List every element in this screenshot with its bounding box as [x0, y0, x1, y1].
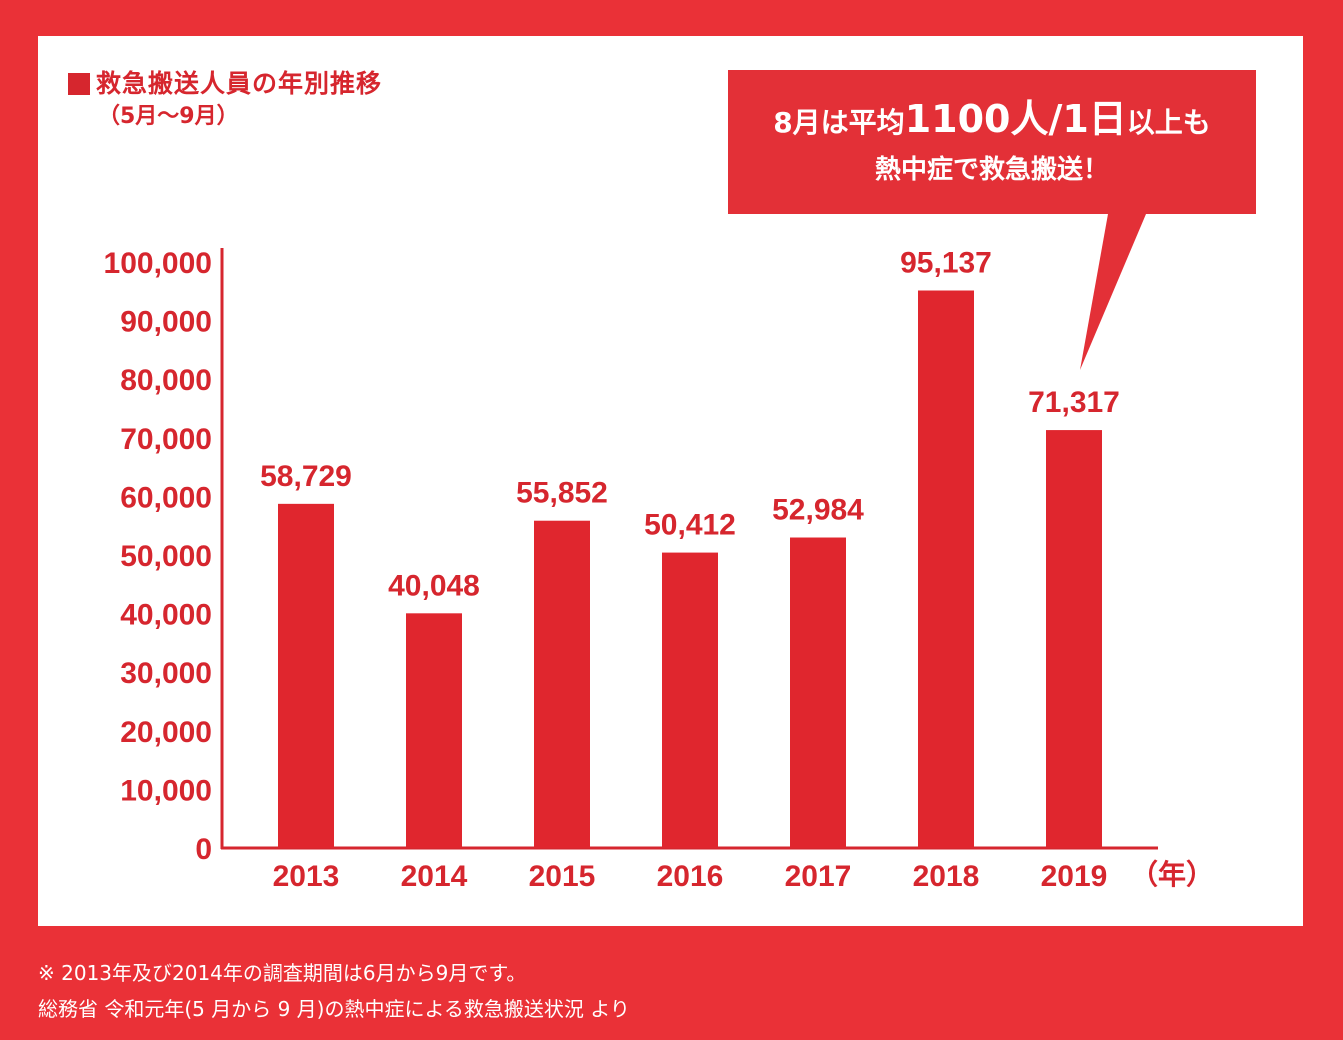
x-tick-label-2019: 2019	[1041, 860, 1108, 893]
y-tick-label: 30,000	[120, 657, 212, 690]
y-tick-label: 100,000	[104, 247, 212, 280]
bar-2018	[918, 290, 974, 848]
chart-labels: 0 10,000 20,000 30,000 40,000 50,000 60,000 70,…	[104, 246, 1214, 893]
value-label-2015: 55,852	[516, 477, 608, 510]
y-tick-label: 0	[195, 833, 212, 866]
value-label-2019: 71,317	[1028, 386, 1120, 419]
y-tick-label: 80,000	[120, 364, 212, 397]
callout-emphasis: 1100人/1日	[904, 97, 1127, 141]
chart-bars	[278, 290, 1102, 848]
x-tick-label-2018: 2018	[913, 860, 980, 893]
x-tick-label-2015: 2015	[529, 860, 596, 893]
title-square-icon	[68, 73, 90, 95]
x-tick-label-2017: 2017	[785, 860, 852, 893]
bar-2013	[278, 503, 334, 848]
callout-box: 8月は平均1100人/1日以上も 熱中症で救急搬送！	[728, 70, 1256, 214]
footnote-line-1: ※ 2013年及び2014年の調査期間は6月から9月です。	[38, 961, 527, 985]
x-tick-label-2014: 2014	[401, 860, 468, 893]
y-tick-label: 60,000	[120, 481, 212, 514]
callout-line-2: 熱中症で救急搬送！	[874, 155, 1109, 185]
footnote-line-2: 総務省 令和元年(5 月から 9 月)の熱中症による救急搬送状況 より	[38, 997, 630, 1021]
callout-prefix: 8月は平均	[773, 106, 905, 139]
bar-2017	[790, 537, 846, 848]
x-tick-label-2013: 2013	[273, 860, 340, 893]
y-tick-label: 20,000	[120, 716, 212, 749]
callout-suffix: 以上も	[1126, 106, 1211, 139]
y-tick-label: 50,000	[120, 540, 212, 573]
y-tick-label: 70,000	[120, 423, 212, 456]
bar-2016	[662, 552, 718, 848]
value-label-2014: 40,048	[388, 569, 480, 602]
bar-2014	[406, 613, 462, 848]
callout-tail	[1080, 214, 1146, 370]
x-axis-unit-label: （年）	[1130, 858, 1214, 890]
y-tick-label: 40,000	[120, 599, 212, 632]
y-tick-label: 10,000	[120, 774, 212, 807]
chart-title-text: 救急搬送人員の年別推移	[96, 69, 383, 98]
value-label-2013: 58,729	[260, 460, 352, 493]
bar-2019	[1046, 430, 1102, 848]
value-label-2017: 52,984	[772, 494, 864, 527]
y-tick-label: 90,000	[120, 306, 212, 339]
x-tick-label-2016: 2016	[657, 860, 724, 893]
callout-line-1: 8月は平均1100人/1日以上も	[728, 96, 1256, 146]
chart-subtitle: （5月～9月）	[98, 104, 239, 129]
footnote: ※ 2013年及び2014年の調査期間は6月から9月です。 総務省 令和元年(5…	[38, 955, 630, 1027]
value-label-2018: 95,137	[900, 246, 992, 279]
value-label-2016: 50,412	[644, 509, 736, 542]
chart-title: 救急搬送人員の年別推移	[68, 68, 382, 100]
bar-2015	[534, 520, 590, 848]
